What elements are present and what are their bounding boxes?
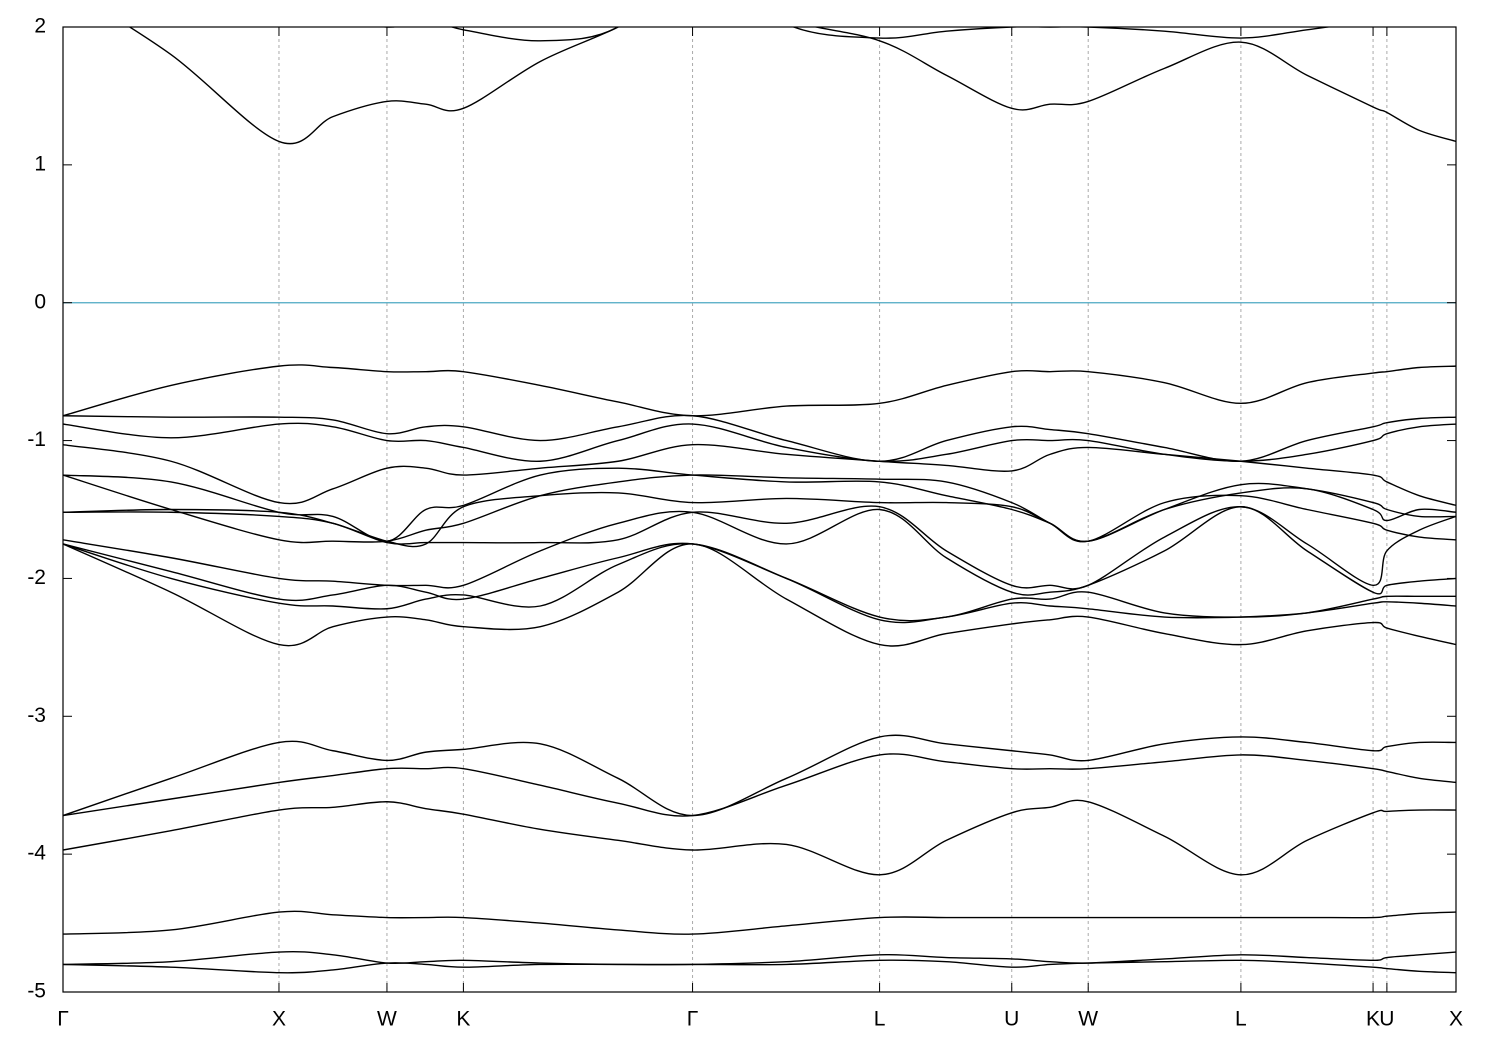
- x-tick-label: L: [1235, 1008, 1247, 1031]
- y-tick-label: -2: [27, 566, 46, 589]
- y-tick-label: -1: [27, 428, 46, 451]
- band-line: [63, 951, 1456, 966]
- x-tick-label: K: [1366, 1008, 1380, 1031]
- x-tick-label: Γ: [687, 1008, 699, 1031]
- x-tick-label: X: [272, 1008, 286, 1031]
- x-tick-label: W: [377, 1008, 397, 1031]
- band-line: [63, 443, 1456, 507]
- data-layer: [63, 27, 1456, 974]
- band-line: [63, 474, 1456, 544]
- band-line: [63, 364, 1456, 417]
- band-line: [128, 27, 1456, 145]
- y-tick-label: -5: [27, 980, 46, 1003]
- band-line: [63, 753, 1456, 817]
- y-tick-label: -3: [27, 704, 46, 727]
- x-tick-label: Γ: [57, 1008, 69, 1031]
- x-tick-label: X: [1449, 1008, 1463, 1031]
- plot-frame: [62, 26, 1457, 993]
- x-tick-label: K: [456, 1008, 470, 1031]
- band-line: [63, 734, 1456, 817]
- y-tick-label: 1: [34, 152, 46, 175]
- y-tick-label: 2: [34, 15, 46, 38]
- band-line: [63, 422, 1456, 463]
- grid-layer: [62, 27, 1457, 992]
- band-line: [63, 910, 1456, 935]
- band-line: [63, 414, 1456, 462]
- x-tick-label: L: [874, 1008, 886, 1031]
- y-tick-label: -4: [27, 842, 46, 865]
- x-tick-label: U: [1379, 1008, 1394, 1031]
- band-line: [63, 799, 1456, 876]
- band-line: [63, 467, 1456, 543]
- band-line: [63, 505, 1456, 590]
- band-line: [63, 506, 1456, 596]
- band-line: [380, 27, 1333, 42]
- band-line: [63, 959, 1456, 974]
- label-layer: 210-1-2-3-4-5Γ X W K Γ L U W L K U X: [27, 15, 1463, 1031]
- band-line: [63, 543, 1456, 624]
- y-tick-label: 0: [34, 290, 46, 313]
- band-line: [63, 543, 1456, 647]
- x-tick-label: W: [1078, 1008, 1098, 1031]
- x-tick-label: U: [1004, 1008, 1019, 1031]
